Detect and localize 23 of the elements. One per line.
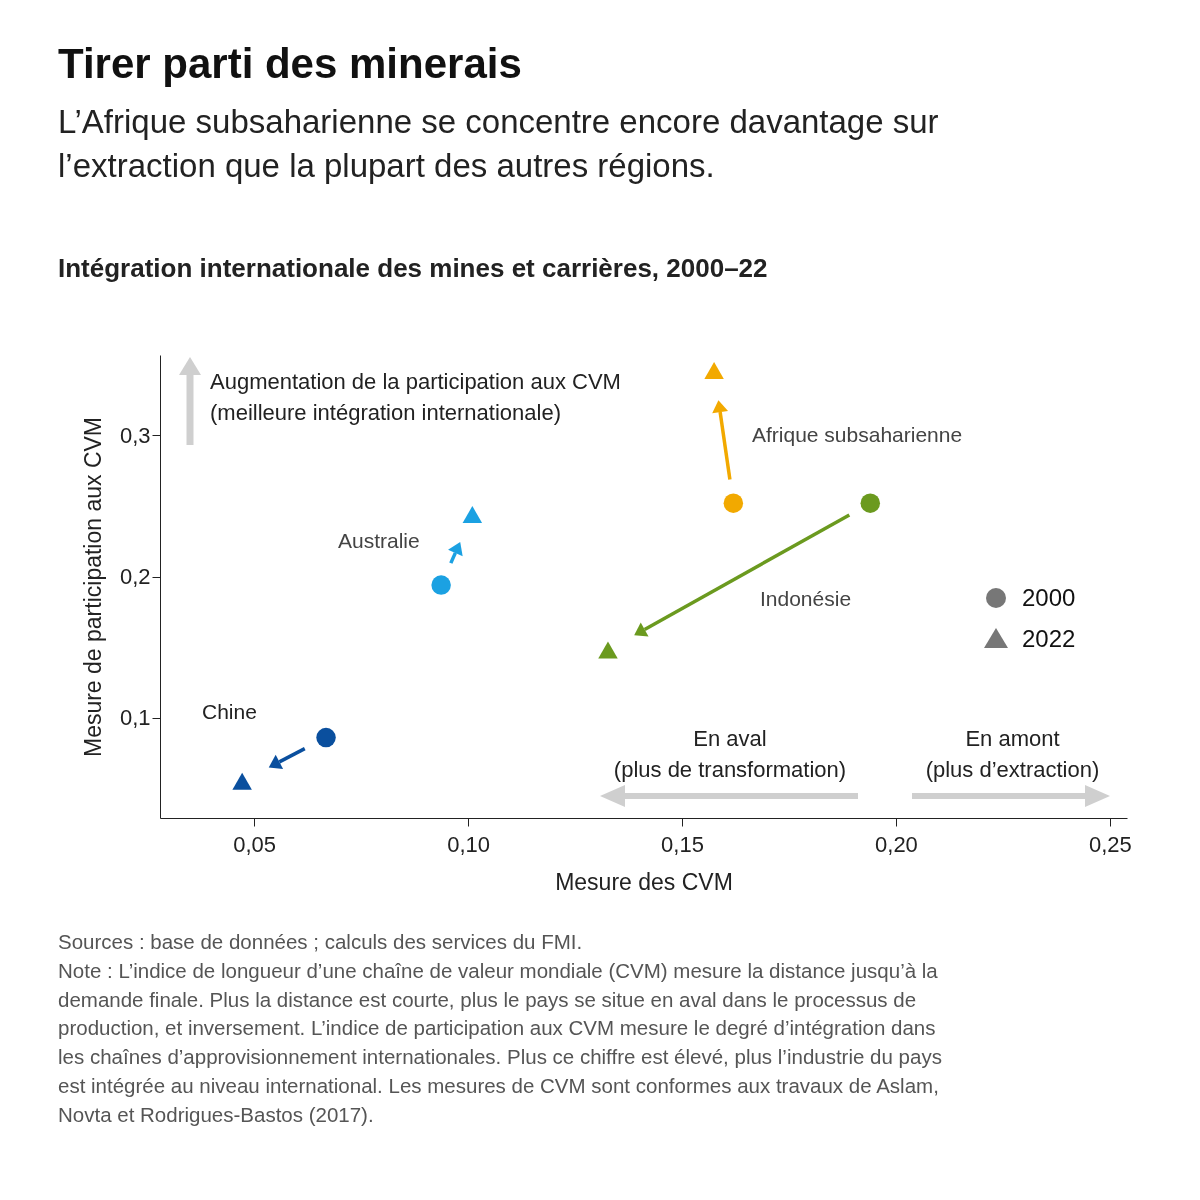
x-tick-label: 0,10	[447, 831, 490, 857]
annotation: Indonésie	[760, 587, 852, 611]
x-tick-label: 0,15	[661, 831, 704, 857]
annotation: En amont (plus d’extraction)	[924, 725, 1101, 784]
x-tick-label: 0,25	[1088, 831, 1132, 857]
annotation: Afrique subsaharienne	[752, 423, 963, 447]
x-tick-label: 0,20	[875, 831, 918, 857]
annotation: Augmentation de la participation aux CVM (meilleure intégration internationale)	[210, 368, 621, 427]
y-tick-label: 0,2	[119, 564, 151, 590]
x-tick-label: 0,05	[233, 831, 277, 857]
chart-subtitle: L’Afrique subsaharienne se concentre encore davantage sur l’extraction que la plupart des autres régions.	[58, 102, 940, 186]
y-axis-title: Mesure de participation aux CVM	[79, 416, 106, 758]
text: Intégration internationale des mines et carrières, 2000–22	[58, 253, 768, 284]
annotation: En aval (plus de transformation)	[612, 725, 848, 784]
source-note: Sources : base de données ; calculs des services du FMI.	[58, 929, 584, 955]
legend: 2000 2022	[984, 584, 1076, 652]
annotation: Chine	[202, 700, 257, 724]
y-tick-label: 0,3	[119, 422, 151, 448]
chart-title: Tirer parti des minerais	[58, 40, 522, 88]
text: Note : L’indice de longueur d’une chaîne de valeur mondiale (CVM) mesure la distance jusqu’à la demande finale. Plus la distance est courte, plus le pays se situe en aval dans le processus de production, et inversement. L’indice de participation aux CVM mesure le degré d’intégration dans les chaînes d’approvisionnement internationales. Plus ce chiffre est élevé, plus l’industrie du pays est intégrée au niveau international. Les mesures de CVM sont conformes aux travaux de Aslam, Novta et Rodrigues-Bastos (2017).	[58, 957, 943, 1128]
x-axis-title: Mesure des CVM	[555, 868, 733, 895]
y-tick-label: 0,1	[119, 705, 151, 731]
annotation: Australie	[338, 529, 420, 553]
